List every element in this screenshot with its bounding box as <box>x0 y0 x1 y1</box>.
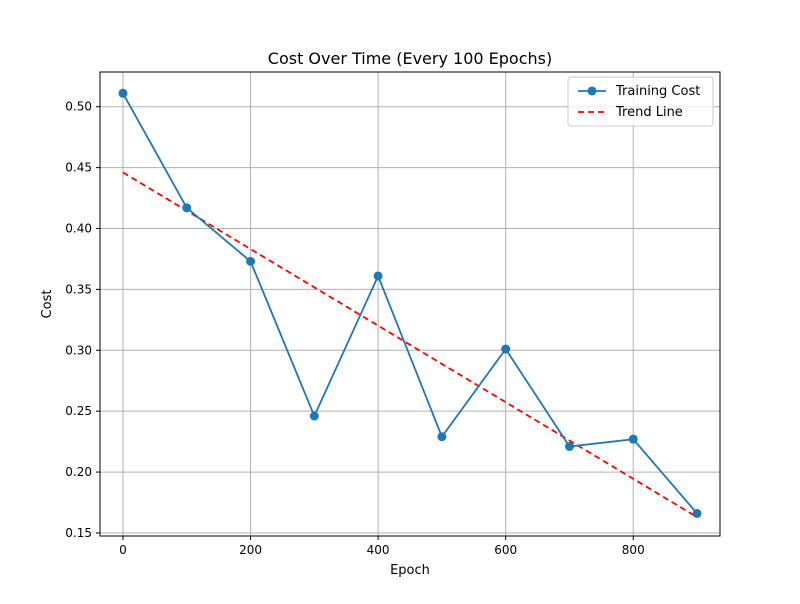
y-tick-label: 0.35 <box>65 282 92 296</box>
y-tick-label: 0.30 <box>65 343 92 357</box>
plot-frame <box>99 71 721 537</box>
training-cost-point <box>437 432 447 442</box>
legend: Training Cost Trend Line <box>567 76 714 127</box>
y-tick-label: 0.25 <box>65 404 92 418</box>
chart-title: Cost Over Time (Every 100 Epochs) <box>268 49 552 68</box>
x-tick-label: 800 <box>622 543 645 557</box>
x-tick-label: 600 <box>494 543 517 557</box>
x-tick-label: 400 <box>367 543 390 557</box>
training-cost-point <box>182 203 192 213</box>
training-cost-point <box>501 344 511 354</box>
training-cost-point <box>118 88 128 98</box>
x-axis-ticks: 0 200 400 600 800 <box>119 536 645 557</box>
y-axis-label: Cost <box>40 290 55 319</box>
trend-line <box>122 171 698 518</box>
y-axis-ticks: 0.15 0.20 0.25 0.30 0.35 0.40 0.45 0.50 <box>65 100 100 540</box>
x-axis-label: Epoch <box>390 563 430 578</box>
legend-trend-line-label: Trend Line <box>615 105 683 120</box>
training-cost-point <box>309 411 319 421</box>
y-tick-label: 0.15 <box>65 526 92 540</box>
training-cost-point <box>373 271 383 281</box>
grid <box>100 72 720 536</box>
y-tick-label: 0.50 <box>65 100 92 114</box>
training-cost-point <box>628 434 638 444</box>
x-tick-label: 200 <box>239 543 262 557</box>
training-cost-point <box>246 256 256 266</box>
training-cost-point <box>564 441 574 451</box>
training-cost-line <box>122 92 698 515</box>
plot-area <box>99 71 721 537</box>
training-cost-point <box>692 508 702 518</box>
x-tick-label: 0 <box>119 543 127 557</box>
y-tick-label: 0.45 <box>65 161 92 175</box>
legend-frame <box>567 76 714 127</box>
y-tick-label: 0.40 <box>65 221 92 235</box>
legend-training-cost-label: Training Cost <box>615 84 700 99</box>
y-tick-label: 0.20 <box>65 465 92 479</box>
legend-training-cost-marker <box>587 86 597 96</box>
